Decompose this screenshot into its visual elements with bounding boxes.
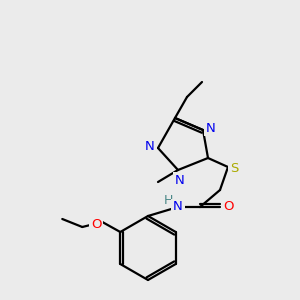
Text: O: O [223, 200, 233, 214]
Text: S: S [230, 163, 238, 176]
Text: N: N [145, 140, 155, 152]
Text: H: H [163, 194, 173, 206]
Text: N: N [173, 200, 183, 214]
Text: N: N [206, 122, 216, 134]
Text: O: O [91, 218, 101, 230]
Text: N: N [175, 173, 185, 187]
